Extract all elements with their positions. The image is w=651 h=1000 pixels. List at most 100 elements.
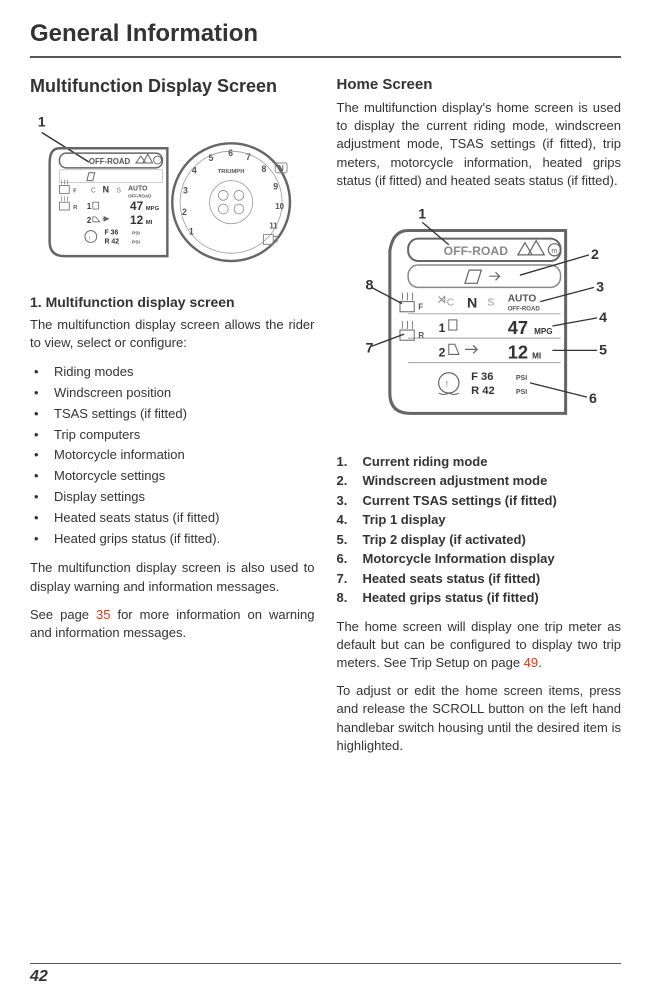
tach-1: 1 xyxy=(189,227,194,237)
bullet-item: Windscreen position xyxy=(30,383,315,404)
bullet-item: Heated seats status (if fitted) xyxy=(30,508,315,529)
footer-rule xyxy=(30,963,621,964)
tach-2: 2 xyxy=(182,207,187,217)
psi-u2-r: PSI xyxy=(515,388,526,396)
num-2-text: Windscreen adjustment mode xyxy=(363,471,548,491)
right-para-3: To adjust or edit the home screen items,… xyxy=(337,682,622,755)
psi-unit1: PSI xyxy=(132,231,141,237)
num-item: 5.Trip 2 display (if activated) xyxy=(337,530,622,550)
right-para-2-pre: The home screen will display one trip me… xyxy=(337,619,622,670)
callout-c7-line xyxy=(371,334,404,346)
mpg-unit-r: MPG xyxy=(534,327,552,336)
callout-c6: 6 xyxy=(588,391,596,407)
num-7: 7. xyxy=(337,569,363,589)
right-para-2-post: . xyxy=(538,655,542,670)
heat-waves-r1 xyxy=(402,292,413,300)
num-5: 5. xyxy=(337,530,363,550)
page-number: 42 xyxy=(30,968,621,986)
tach-brand: TRIUMPH xyxy=(218,169,245,175)
tach-5: 5 xyxy=(209,153,214,163)
multifunction-display-svg: 1 OFF-ROAD C N S AUTO OFF-ROAD xyxy=(30,109,315,276)
tach-7: 7 xyxy=(246,152,251,162)
num-item: 8.Heated grips status (if fitted) xyxy=(337,588,622,608)
gear-c: C xyxy=(91,187,96,194)
callout-c8-line xyxy=(371,287,401,303)
num-item: 3.Current TSAS settings (if fitted) xyxy=(337,491,622,511)
num-item: 7.Heated seats status (if fitted) xyxy=(337,569,622,589)
callout-c7: 7 xyxy=(365,340,373,356)
num-item: 4.Trip 1 display xyxy=(337,510,622,530)
trip2-icon xyxy=(93,217,100,222)
offroad-small: OFF-ROAD xyxy=(128,193,151,198)
num-8-text: Heated grips status (if fitted) xyxy=(363,588,539,608)
heated-seat-icon xyxy=(59,202,69,210)
right-column: Home Screen The multifunction display's … xyxy=(337,76,622,765)
tach-3: 3 xyxy=(183,185,188,195)
mpg-unit: MPG xyxy=(146,206,160,212)
callout-c3-line xyxy=(540,287,594,301)
content-columns: Multifunction Display Screen 1 OFF-ROAD … xyxy=(30,76,621,765)
tach-11: 11 xyxy=(269,222,278,231)
left-list-item-1: 1. Multifunction display screen xyxy=(30,294,315,310)
psi-r: R 42 xyxy=(105,238,120,245)
heat-waves-1 xyxy=(61,180,67,185)
num-5-text: Trip 2 display (if activated) xyxy=(363,530,526,550)
callout-c3: 3 xyxy=(596,279,604,295)
bullet-item: TSAS settings (if fitted) xyxy=(30,404,315,425)
gear-n-r: N xyxy=(467,296,477,312)
tach-6: 6 xyxy=(228,148,233,158)
tach-4: 4 xyxy=(192,166,197,176)
left-heading: Multifunction Display Screen xyxy=(30,76,315,97)
trip1-icon-r xyxy=(448,320,456,330)
tpms-base xyxy=(438,393,458,395)
trip2-num-r: 2 xyxy=(438,345,445,359)
neutral-n: N xyxy=(278,164,284,173)
trip2-num: 2 xyxy=(87,216,92,225)
mi-val-r: 12 xyxy=(507,341,527,362)
tsas-icon xyxy=(438,296,444,302)
right-para-1: The multifunction display's home screen … xyxy=(337,99,622,190)
left-diagram: 1 OFF-ROAD C N S AUTO OFF-ROAD xyxy=(30,109,315,276)
psi-f: F 36 xyxy=(105,230,119,237)
page-ref-35: 35 xyxy=(96,607,110,622)
heated-grip-icon xyxy=(59,186,69,194)
page-ref-49: 49 xyxy=(524,655,538,670)
num-4-text: Trip 1 display xyxy=(363,510,446,530)
mode-label: OFF-ROAD xyxy=(89,157,131,166)
num-1: 1. xyxy=(337,452,363,472)
num-3: 3. xyxy=(337,491,363,511)
title-rule xyxy=(30,56,621,58)
left-para-1: The multifunction display screen allows … xyxy=(30,316,315,352)
windscreen-icon-r xyxy=(465,270,481,283)
bullet-item: Display settings xyxy=(30,487,315,508)
mountain-icon-r xyxy=(517,241,543,255)
left-column: Multifunction Display Screen 1 OFF-ROAD … xyxy=(30,76,315,765)
tpms -icon-r xyxy=(438,373,458,393)
left-para-2b: See page 35 for more information on warn… xyxy=(30,606,315,642)
gear-s-r: S xyxy=(487,298,494,309)
left-bullet-list: Riding modes Windscreen position TSAS se… xyxy=(30,362,315,549)
bullet-item: Motorcycle settings xyxy=(30,466,315,487)
gear-c-r: C xyxy=(446,298,453,309)
num-8: 8. xyxy=(337,588,363,608)
psi-r-r: R 42 xyxy=(471,385,495,397)
psi-f-r: F 36 xyxy=(471,371,493,383)
mi-val: 12 xyxy=(130,214,144,227)
trip1-icon xyxy=(93,202,99,209)
heat-waves-r2 xyxy=(402,321,413,329)
tach-8: 8 xyxy=(262,164,267,174)
tach-center-ring xyxy=(210,181,253,224)
offroad-small-r: OFF-ROAD xyxy=(507,306,540,313)
mpg-val-r: 47 xyxy=(507,317,527,338)
mode-label-r: OFF-ROAD xyxy=(443,244,508,258)
num-1-text: Current riding mode xyxy=(363,452,488,472)
mpg-val: 47 xyxy=(130,200,144,213)
mountain-icon xyxy=(136,154,153,163)
trip1-num: 1 xyxy=(87,202,92,211)
shield-m: m xyxy=(551,247,557,255)
right-num-list: 1.Current riding mode 2.Windscreen adjus… xyxy=(337,452,622,608)
right-diagram: OFF-ROAD m C N S AUTO OFF-ROAD 1 xyxy=(337,200,622,434)
home-screen-svg: OFF-ROAD m C N S AUTO OFF-ROAD 1 xyxy=(337,200,622,434)
heated-f-r: F xyxy=(418,303,423,312)
mi-unit-r: MI xyxy=(532,351,541,360)
